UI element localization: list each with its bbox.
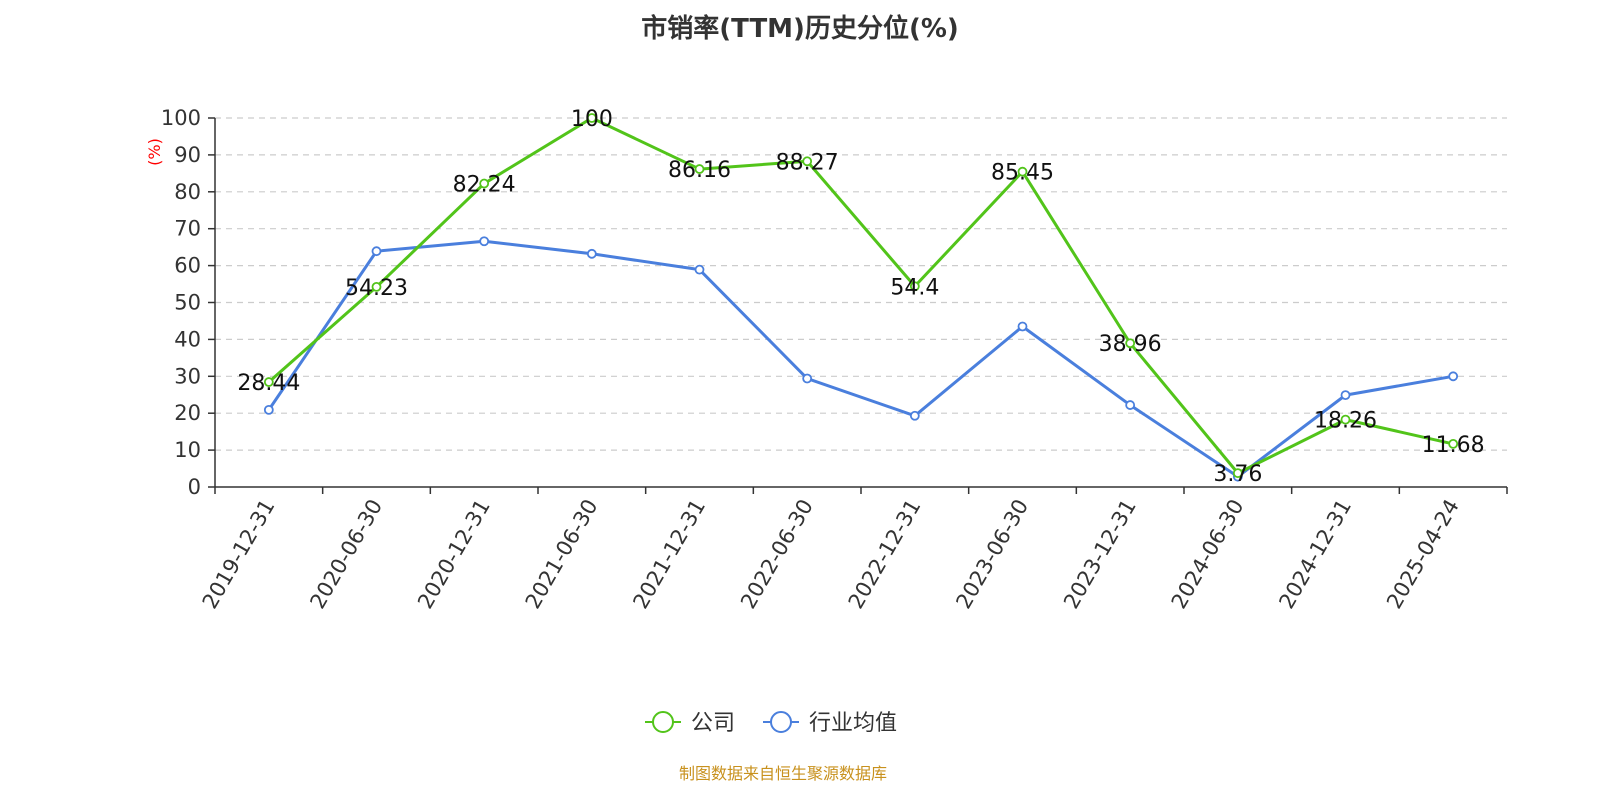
- data-label: 38.96: [1099, 332, 1162, 357]
- y-tick-label: 100: [161, 106, 201, 130]
- data-point: [802, 156, 813, 167]
- data-point: [909, 410, 920, 421]
- y-axis-label: (%): [145, 138, 164, 166]
- y-tick-label: 40: [174, 327, 201, 351]
- source-note: 制图数据来自恒生聚源数据库: [679, 764, 887, 783]
- x-tick-label: 2020-12-31: [413, 495, 495, 613]
- legend-label-0: 公司: [691, 711, 735, 736]
- grid-lines: [215, 117, 1507, 451]
- y-tick-label: 50: [174, 291, 201, 315]
- series-line-1: [267, 239, 1454, 479]
- data-label: 28.44: [237, 371, 300, 396]
- data-label: 54.23: [345, 276, 408, 301]
- x-tick-label: 2022-06-30: [736, 495, 818, 613]
- y-tick-label: 30: [174, 364, 201, 388]
- data-label: 85.45: [991, 161, 1054, 186]
- y-tick-label: 70: [174, 217, 201, 241]
- data-label: 18.26: [1314, 409, 1377, 434]
- data-point: [1125, 400, 1136, 410]
- y-axis-ticks: 0 10 20 30 40 50 60 70 80 90 100: [161, 106, 215, 499]
- y-tick-label: 90: [174, 143, 201, 167]
- x-tick-label: 2021-12-31: [628, 495, 710, 613]
- data-label: 54.4: [890, 275, 939, 300]
- y-tick-label: 20: [174, 401, 201, 425]
- data-point: [1448, 439, 1459, 449]
- data-label: 86.16: [668, 158, 731, 183]
- x-tick-label: 2025-04-24: [1382, 495, 1464, 613]
- x-axis-ticks: 2019-12-31 2020-06-30 2020-12-31 2021-06-30…: [198, 487, 1508, 613]
- x-tick-label: 2022-12-31: [844, 495, 926, 613]
- data-point: [263, 377, 274, 387]
- x-tick-label: 2019-12-31: [198, 495, 280, 613]
- data-point: [1125, 338, 1136, 349]
- data-point: [802, 373, 813, 384]
- data-point: [586, 248, 597, 259]
- data-point: [1017, 166, 1028, 177]
- data-label: 3.76: [1213, 462, 1262, 487]
- data-point: [479, 178, 490, 189]
- x-tick-label: 2021-06-30: [521, 495, 603, 613]
- data-point: [479, 236, 490, 247]
- data-point: [694, 164, 705, 174]
- data-labels: 28.44 54.23 82.24 100 86.16 88.27 54.4 85.45 38.…: [237, 107, 1484, 487]
- y-tick-label: 0: [188, 475, 201, 499]
- data-point: [1340, 414, 1351, 425]
- data-point: [1340, 390, 1351, 401]
- data-point: [371, 246, 382, 257]
- data-label: 88.27: [776, 150, 839, 175]
- x-tick-label: 2024-12-31: [1274, 495, 1356, 613]
- data-point: [586, 113, 597, 123]
- legend-marker-0: [652, 711, 674, 733]
- legend-label-1: 行业均值: [809, 711, 897, 736]
- data-label: 11.68: [1422, 433, 1485, 458]
- data-label: 82.24: [453, 173, 516, 198]
- data-point: [694, 264, 705, 275]
- x-tick-label: 2023-12-31: [1059, 495, 1141, 613]
- legend-marker-1: [770, 711, 792, 733]
- x-tick-label: 2023-06-30: [951, 495, 1033, 613]
- data-point: [1232, 468, 1243, 479]
- legend: 公司 行业均值: [645, 711, 897, 736]
- y-tick-label: 10: [174, 438, 201, 462]
- data-point: [263, 404, 274, 415]
- data-point: [1017, 321, 1028, 332]
- data-point: [1448, 371, 1459, 382]
- data-point: [909, 281, 920, 292]
- y-tick-label: 80: [174, 180, 201, 204]
- chart-title: 市销率(TTM)历史分位(%): [641, 14, 959, 44]
- x-tick-label: 2020-06-30: [305, 495, 387, 613]
- y-tick-label: 60: [174, 254, 201, 278]
- x-tick-label: 2024-06-30: [1167, 495, 1249, 613]
- series-line-0: [267, 116, 1454, 475]
- data-point: [371, 281, 382, 292]
- data-label: 100: [571, 107, 613, 132]
- series-lines: [263, 113, 1459, 482]
